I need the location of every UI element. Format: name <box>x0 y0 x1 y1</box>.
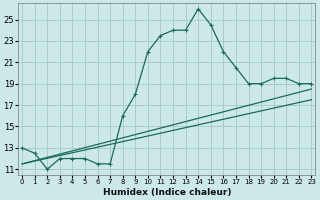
X-axis label: Humidex (Indice chaleur): Humidex (Indice chaleur) <box>102 188 231 197</box>
